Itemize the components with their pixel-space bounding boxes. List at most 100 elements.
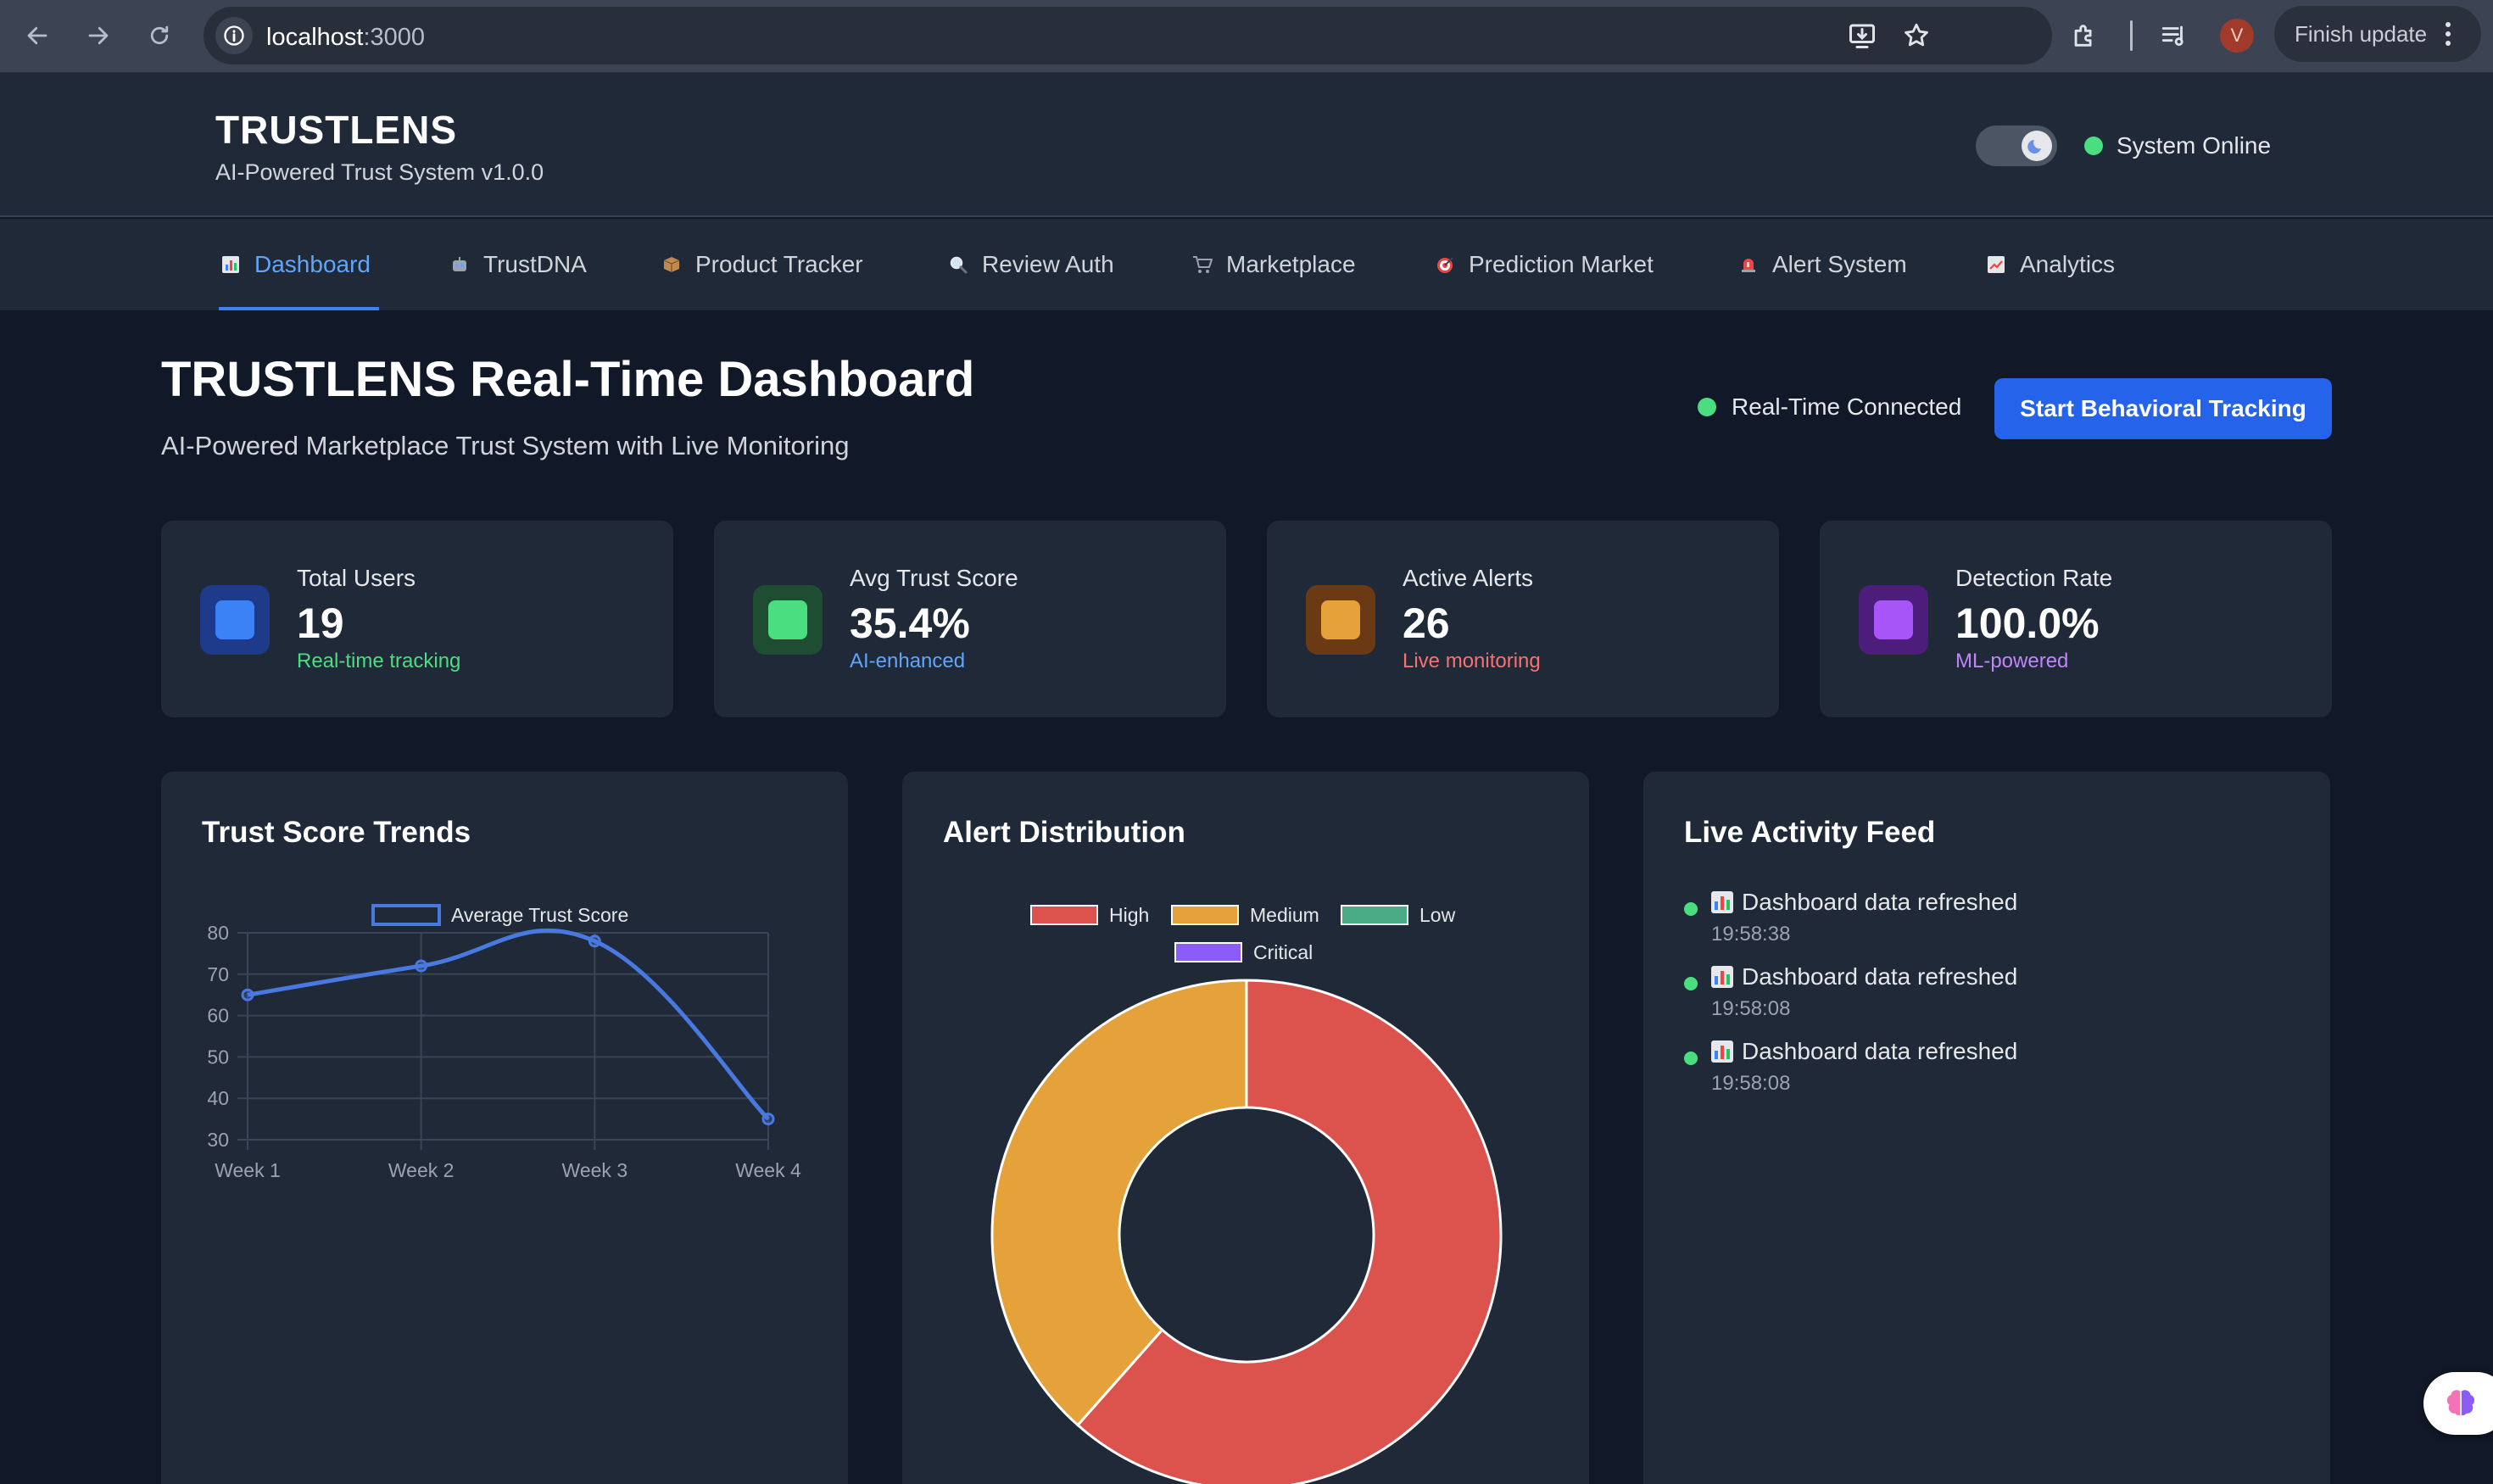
toolbar-divider bbox=[2130, 20, 2133, 51]
address-bar[interactable]: localhost:3000 bbox=[204, 7, 2052, 64]
users-icon bbox=[200, 585, 270, 655]
ai-assistant-button[interactable] bbox=[2423, 1372, 2493, 1435]
legend-label: Medium bbox=[1250, 904, 1319, 926]
donut-slice-medium bbox=[990, 979, 1248, 1427]
legend-swatch bbox=[1030, 905, 1098, 925]
forward-button[interactable] bbox=[78, 15, 119, 56]
data-point bbox=[761, 1113, 775, 1126]
target-icon bbox=[1433, 253, 1457, 276]
stat-card-active-alerts: Active Alerts 26 Live monitoring bbox=[1267, 521, 1779, 717]
series-line bbox=[247, 928, 770, 1121]
bar-chart-icon bbox=[1711, 966, 1733, 988]
shopping-cart-icon bbox=[1191, 253, 1214, 276]
tab-alert-system[interactable]: Alert System bbox=[1737, 219, 1907, 310]
install-app-icon[interactable] bbox=[1842, 15, 1882, 56]
status-dot bbox=[1684, 1052, 1698, 1065]
brand-subtitle: AI-Powered Trust System v1.0.0 bbox=[215, 159, 544, 185]
legend-swatch bbox=[1174, 942, 1242, 962]
browser-toolbar: localhost:3000 V Finish update bbox=[0, 0, 2493, 73]
y-tick-label: 40 bbox=[207, 1087, 229, 1109]
x-tick-label: Week 1 bbox=[215, 1159, 281, 1181]
brain-icon bbox=[2446, 1390, 2475, 1415]
legend-label: Critical bbox=[1253, 941, 1313, 963]
legend-swatch bbox=[1171, 905, 1239, 925]
feed-time: 19:58:38 bbox=[1711, 923, 1791, 946]
status-dot bbox=[1684, 977, 1698, 990]
page-subtitle: AI-Powered Marketplace Trust System with… bbox=[161, 431, 850, 460]
back-button[interactable] bbox=[17, 15, 58, 56]
realtime-status: Real-Time Connected bbox=[1698, 393, 1961, 421]
tab-trustdna[interactable]: TrustDNA bbox=[448, 219, 587, 310]
tab-marketplace[interactable]: Marketplace bbox=[1191, 219, 1356, 310]
finish-update-label: Finish update bbox=[2295, 20, 2428, 47]
extensions-puzzle-icon[interactable] bbox=[2064, 15, 2105, 56]
donut-slice-high bbox=[1075, 979, 1503, 1484]
status-dot bbox=[1684, 902, 1698, 916]
profile-avatar[interactable]: V bbox=[2220, 19, 2254, 53]
reload-icon bbox=[150, 25, 169, 45]
tab-prediction-market[interactable]: Prediction Market bbox=[1433, 219, 1654, 310]
alerts-icon bbox=[1306, 585, 1375, 655]
url-text: localhost:3000 bbox=[266, 24, 425, 52]
alert-distribution-donut-chart: High Medium Low Critical bbox=[990, 904, 1503, 1484]
bar-chart-icon bbox=[1711, 1040, 1733, 1063]
tab-product-tracker[interactable]: Product Tracker bbox=[660, 219, 863, 310]
url-host: localhost bbox=[266, 24, 364, 51]
site-info-icon[interactable] bbox=[215, 17, 253, 54]
stat-card-avg-trust-score: Avg Trust Score 35.4% AI-enhanced bbox=[714, 521, 1226, 717]
y-tick-label: 70 bbox=[207, 963, 229, 985]
stat-label: Active Alerts bbox=[1403, 565, 1534, 591]
panel-title: Trust Score Trends bbox=[202, 816, 471, 849]
system-status-label: System Online bbox=[2117, 132, 2272, 159]
x-tick-label: Week 2 bbox=[388, 1159, 455, 1181]
tab-review-auth[interactable]: Review Auth bbox=[946, 219, 1114, 310]
stat-value: 35.4% bbox=[850, 600, 970, 647]
live-activity-feed-panel: Live Activity Feed Dashboard data refres… bbox=[1643, 772, 2330, 1484]
y-tick-label: 30 bbox=[207, 1129, 229, 1151]
stat-value: 26 bbox=[1403, 600, 1450, 647]
siren-icon bbox=[1737, 253, 1760, 276]
media-queue-icon[interactable] bbox=[2154, 15, 2195, 56]
stat-note: Live monitoring bbox=[1403, 650, 1541, 672]
stat-value: 100.0% bbox=[1955, 600, 2100, 647]
data-point bbox=[241, 988, 254, 1001]
data-point bbox=[588, 934, 601, 948]
feed-time: 19:58:08 bbox=[1711, 997, 1791, 1020]
stat-note: ML-powered bbox=[1955, 650, 2069, 672]
legend-label: Low bbox=[1419, 904, 1456, 926]
tab-analytics[interactable]: Analytics bbox=[1984, 219, 2115, 310]
stat-label: Detection Rate bbox=[1955, 565, 2113, 591]
trust-score-trends-panel: Trust Score Trends Average Trust Score 30… bbox=[161, 772, 848, 1484]
tab-dashboard[interactable]: Dashboard bbox=[219, 219, 379, 310]
finish-update-button[interactable]: Finish update bbox=[2274, 6, 2481, 62]
y-tick-label: 50 bbox=[207, 1046, 229, 1068]
tab-label: Review Auth bbox=[982, 251, 1114, 277]
detection-icon bbox=[1859, 585, 1928, 655]
kebab-menu-icon bbox=[2446, 22, 2451, 46]
stat-card-total-users: Total Users 19 Real-time tracking bbox=[161, 521, 673, 717]
legend-swatch bbox=[371, 904, 441, 926]
theme-toggle[interactable] bbox=[1976, 126, 2057, 166]
start-behavioral-tracking-button[interactable]: Start Behavioral Tracking bbox=[1994, 378, 2332, 439]
realtime-status-label: Real-Time Connected bbox=[1732, 393, 1962, 420]
trend-chart-icon bbox=[1984, 253, 2008, 276]
tab-label: Alert System bbox=[1772, 251, 1907, 277]
y-tick-label: 80 bbox=[207, 922, 229, 944]
url-port: :3000 bbox=[363, 24, 426, 51]
moon-icon bbox=[2022, 131, 2052, 161]
page-title: TRUSTLENS Real-Time Dashboard bbox=[161, 352, 975, 407]
trust-score-icon bbox=[753, 585, 823, 655]
reload-button[interactable] bbox=[139, 15, 180, 56]
stat-note: AI-enhanced bbox=[850, 650, 966, 672]
panel-title: Alert Distribution bbox=[943, 816, 1185, 849]
legend-swatch bbox=[1341, 905, 1408, 925]
trust-score-line-chart: Average Trust Score 30 40 50 60 70 80 Week 1 Wee… bbox=[207, 904, 801, 1181]
tab-label: Dashboard bbox=[254, 251, 371, 277]
alert-distribution-panel: Alert Distribution High Medium Low Critical bbox=[902, 772, 1589, 1484]
brand-title: TRUSTLENS bbox=[215, 108, 457, 152]
tab-label: Product Tracker bbox=[695, 251, 863, 277]
bookmark-star-icon[interactable] bbox=[1896, 15, 1937, 56]
robot-icon bbox=[448, 253, 471, 276]
package-icon bbox=[660, 253, 683, 276]
feed-text: Dashboard data refreshed bbox=[1742, 963, 2018, 990]
